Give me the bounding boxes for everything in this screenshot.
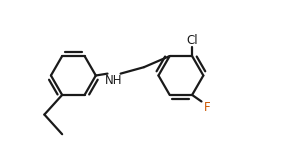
Text: F: F [204,101,210,114]
Text: NH: NH [105,74,122,87]
Text: Cl: Cl [186,34,198,47]
